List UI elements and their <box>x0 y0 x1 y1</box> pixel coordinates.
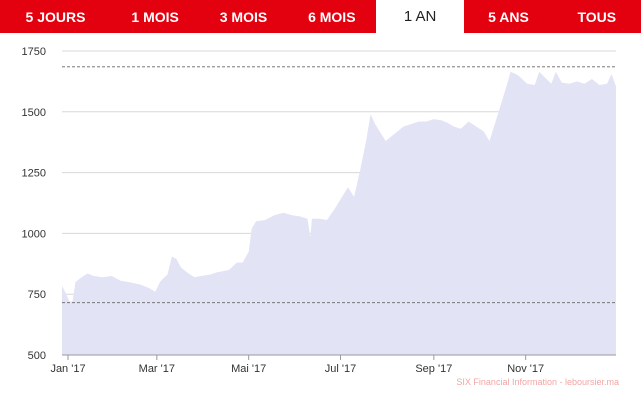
y-tick-label: 500 <box>28 350 46 362</box>
price-chart: 500 750 1000 1250 1500 1750 Jan '17 Mar '17 Mai … <box>22 46 616 375</box>
x-tick-label: Sep '17 <box>415 363 452 375</box>
tab-1-mois[interactable]: 1 MOIS <box>111 0 200 33</box>
tab-tous[interactable]: TOUS <box>552 0 641 33</box>
x-tick-label: Jul '17 <box>325 363 356 375</box>
x-tick-label: Nov '17 <box>507 363 544 375</box>
tab-5-jours[interactable]: 5 JOURS <box>0 0 111 33</box>
y-tick-label: 750 <box>28 289 46 301</box>
price-area <box>62 71 616 355</box>
y-tick-label: 1000 <box>22 228 46 240</box>
x-tick-label: Mar '17 <box>139 363 175 375</box>
period-tabs: 5 JOURS 1 MOIS 3 MOIS 6 MOIS 1 AN 5 ANS TOUS <box>0 0 641 33</box>
y-tick-label: 1250 <box>22 168 46 180</box>
tab-3-mois[interactable]: 3 MOIS <box>199 0 288 33</box>
tab-1-an[interactable]: 1 AN <box>375 0 465 33</box>
tab-5-ans[interactable]: 5 ANS <box>464 0 553 33</box>
x-tick-label: Mai '17 <box>231 363 266 375</box>
x-tick-label: Jan '17 <box>50 363 85 375</box>
chart-credit: SIX Financial Information - leboursier.m… <box>456 377 619 387</box>
tab-6-mois[interactable]: 6 MOIS <box>287 0 376 33</box>
y-tick-label: 1750 <box>22 46 46 58</box>
y-tick-label: 1500 <box>22 107 46 119</box>
